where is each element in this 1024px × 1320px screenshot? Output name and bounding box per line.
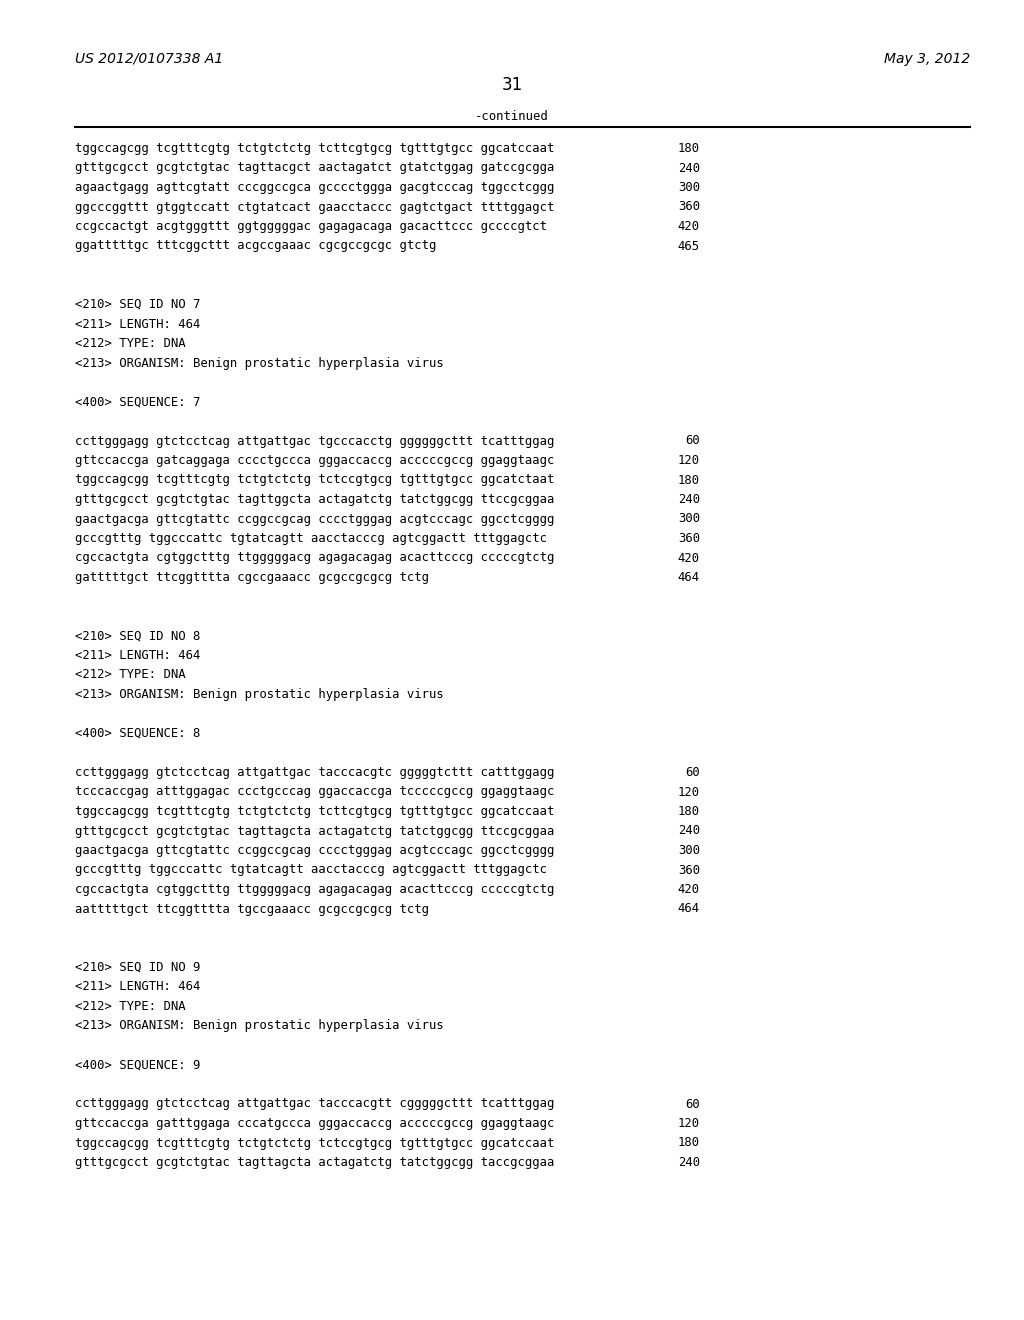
Text: 180: 180 [678, 143, 700, 154]
Text: tggccagcgg tcgtttcgtg tctgtctctg tcttcgtgcg tgtttgtgcc ggcatccaat: tggccagcgg tcgtttcgtg tctgtctctg tcttcgt… [75, 143, 554, 154]
Text: 360: 360 [678, 201, 700, 214]
Text: 60: 60 [685, 1097, 700, 1110]
Text: 120: 120 [678, 785, 700, 799]
Text: aatttttgct ttcggtttta tgccgaaacc gcgccgcgcg tctg: aatttttgct ttcggtttta tgccgaaacc gcgccgc… [75, 903, 429, 916]
Text: gatttttgct ttcggtttta cgccgaaacc gcgccgcgcg tctg: gatttttgct ttcggtttta cgccgaaacc gcgccgc… [75, 572, 429, 583]
Text: <213> ORGANISM: Benign prostatic hyperplasia virus: <213> ORGANISM: Benign prostatic hyperpl… [75, 1019, 443, 1032]
Text: cgccactgta cgtggctttg ttgggggacg agagacagag acacttcccg cccccgtctg: cgccactgta cgtggctttg ttgggggacg agagaca… [75, 552, 554, 565]
Text: <210> SEQ ID NO 7: <210> SEQ ID NO 7 [75, 298, 201, 312]
Text: 31: 31 [502, 77, 522, 94]
Text: tggccagcgg tcgtttcgtg tctgtctctg tctccgtgcg tgtttgtgcc ggcatctaat: tggccagcgg tcgtttcgtg tctgtctctg tctccgt… [75, 474, 554, 487]
Text: 120: 120 [678, 454, 700, 467]
Text: 60: 60 [685, 434, 700, 447]
Text: 420: 420 [678, 883, 700, 896]
Text: 464: 464 [678, 903, 700, 916]
Text: gcccgtttg tggcccattc tgtatcagtt aacctacccg agtcggactt tttggagctc: gcccgtttg tggcccattc tgtatcagtt aacctacc… [75, 863, 547, 876]
Text: 420: 420 [678, 220, 700, 234]
Text: <212> TYPE: DNA: <212> TYPE: DNA [75, 337, 185, 350]
Text: 360: 360 [678, 863, 700, 876]
Text: <210> SEQ ID NO 9: <210> SEQ ID NO 9 [75, 961, 201, 974]
Text: 180: 180 [678, 474, 700, 487]
Text: 464: 464 [678, 572, 700, 583]
Text: 180: 180 [678, 805, 700, 818]
Text: 300: 300 [678, 843, 700, 857]
Text: cgccactgta cgtggctttg ttgggggacg agagacagag acacttcccg cccccgtctg: cgccactgta cgtggctttg ttgggggacg agagaca… [75, 883, 554, 896]
Text: US 2012/0107338 A1: US 2012/0107338 A1 [75, 51, 223, 66]
Text: tggccagcgg tcgtttcgtg tctgtctctg tcttcgtgcg tgtttgtgcc ggcatccaat: tggccagcgg tcgtttcgtg tctgtctctg tcttcgt… [75, 805, 554, 818]
Text: <213> ORGANISM: Benign prostatic hyperplasia virus: <213> ORGANISM: Benign prostatic hyperpl… [75, 688, 443, 701]
Text: 180: 180 [678, 1137, 700, 1150]
Text: <400> SEQUENCE: 7: <400> SEQUENCE: 7 [75, 396, 201, 408]
Text: -continued: -continued [475, 110, 549, 123]
Text: gaactgacga gttcgtattc ccggccgcag cccctgggag acgtcccagc ggcctcgggg: gaactgacga gttcgtattc ccggccgcag cccctgg… [75, 512, 554, 525]
Text: May 3, 2012: May 3, 2012 [884, 51, 970, 66]
Text: tcccaccgag atttggagac ccctgcccag ggaccaccga tcccccgccg ggaggtaagc: tcccaccgag atttggagac ccctgcccag ggaccac… [75, 785, 554, 799]
Text: ccttgggagg gtctcctcag attgattgac tgcccacctg ggggggcttt tcatttggag: ccttgggagg gtctcctcag attgattgac tgcccac… [75, 434, 554, 447]
Text: <211> LENGTH: 464: <211> LENGTH: 464 [75, 981, 201, 994]
Text: ccgccactgt acgtgggttt ggtgggggac gagagacaga gacacttccc gccccgtct: ccgccactgt acgtgggttt ggtgggggac gagagac… [75, 220, 547, 234]
Text: ccttgggagg gtctcctcag attgattgac tacccacgtt cgggggcttt tcatttggag: ccttgggagg gtctcctcag attgattgac tacccac… [75, 1097, 554, 1110]
Text: 240: 240 [678, 492, 700, 506]
Text: 300: 300 [678, 181, 700, 194]
Text: <400> SEQUENCE: 9: <400> SEQUENCE: 9 [75, 1059, 201, 1072]
Text: agaactgagg agttcgtatt cccggccgca gcccctggga gacgtcccag tggcctcggg: agaactgagg agttcgtatt cccggccgca gcccctg… [75, 181, 554, 194]
Text: gaactgacga gttcgtattc ccggccgcag cccctgggag acgtcccagc ggcctcgggg: gaactgacga gttcgtattc ccggccgcag cccctgg… [75, 843, 554, 857]
Text: ccttgggagg gtctcctcag attgattgac tacccacgtc gggggtcttt catttggagg: ccttgggagg gtctcctcag attgattgac tacccac… [75, 766, 554, 779]
Text: ggatttttgc tttcggcttt acgccgaaac cgcgccgcgc gtctg: ggatttttgc tttcggcttt acgccgaaac cgcgccg… [75, 239, 436, 252]
Text: tggccagcgg tcgtttcgtg tctgtctctg tctccgtgcg tgtttgtgcc ggcatccaat: tggccagcgg tcgtttcgtg tctgtctctg tctccgt… [75, 1137, 554, 1150]
Text: ggcccggttt gtggtccatt ctgtatcact gaacctaccc gagtctgact ttttggagct: ggcccggttt gtggtccatt ctgtatcact gaaccta… [75, 201, 554, 214]
Text: gtttgcgcct gcgtctgtac tagttacgct aactagatct gtatctggag gatccgcgga: gtttgcgcct gcgtctgtac tagttacgct aactaga… [75, 161, 554, 174]
Text: <210> SEQ ID NO 8: <210> SEQ ID NO 8 [75, 630, 201, 643]
Text: gcccgtttg tggcccattc tgtatcagtt aacctacccg agtcggactt tttggagctc: gcccgtttg tggcccattc tgtatcagtt aacctacc… [75, 532, 547, 545]
Text: gtttgcgcct gcgtctgtac tagttagcta actagatctg tatctggcgg ttccgcggaa: gtttgcgcct gcgtctgtac tagttagcta actagat… [75, 825, 554, 837]
Text: <212> TYPE: DNA: <212> TYPE: DNA [75, 668, 185, 681]
Text: 240: 240 [678, 825, 700, 837]
Text: gtttgcgcct gcgtctgtac tagttggcta actagatctg tatctggcgg ttccgcggaa: gtttgcgcct gcgtctgtac tagttggcta actagat… [75, 492, 554, 506]
Text: gtttgcgcct gcgtctgtac tagttagcta actagatctg tatctggcgg taccgcggaa: gtttgcgcct gcgtctgtac tagttagcta actagat… [75, 1156, 554, 1170]
Text: 240: 240 [678, 161, 700, 174]
Text: <400> SEQUENCE: 8: <400> SEQUENCE: 8 [75, 727, 201, 741]
Text: 465: 465 [678, 239, 700, 252]
Text: 420: 420 [678, 552, 700, 565]
Text: 300: 300 [678, 512, 700, 525]
Text: 240: 240 [678, 1156, 700, 1170]
Text: <211> LENGTH: 464: <211> LENGTH: 464 [75, 318, 201, 330]
Text: 360: 360 [678, 532, 700, 545]
Text: <213> ORGANISM: Benign prostatic hyperplasia virus: <213> ORGANISM: Benign prostatic hyperpl… [75, 356, 443, 370]
Text: gttccaccga gatcaggaga cccctgccca gggaccaccg acccccgccg ggaggtaagc: gttccaccga gatcaggaga cccctgccca gggacca… [75, 454, 554, 467]
Text: 60: 60 [685, 766, 700, 779]
Text: <211> LENGTH: 464: <211> LENGTH: 464 [75, 649, 201, 663]
Text: <212> TYPE: DNA: <212> TYPE: DNA [75, 1001, 185, 1012]
Text: gttccaccga gatttggaga cccatgccca gggaccaccg acccccgccg ggaggtaagc: gttccaccga gatttggaga cccatgccca gggacca… [75, 1117, 554, 1130]
Text: 120: 120 [678, 1117, 700, 1130]
